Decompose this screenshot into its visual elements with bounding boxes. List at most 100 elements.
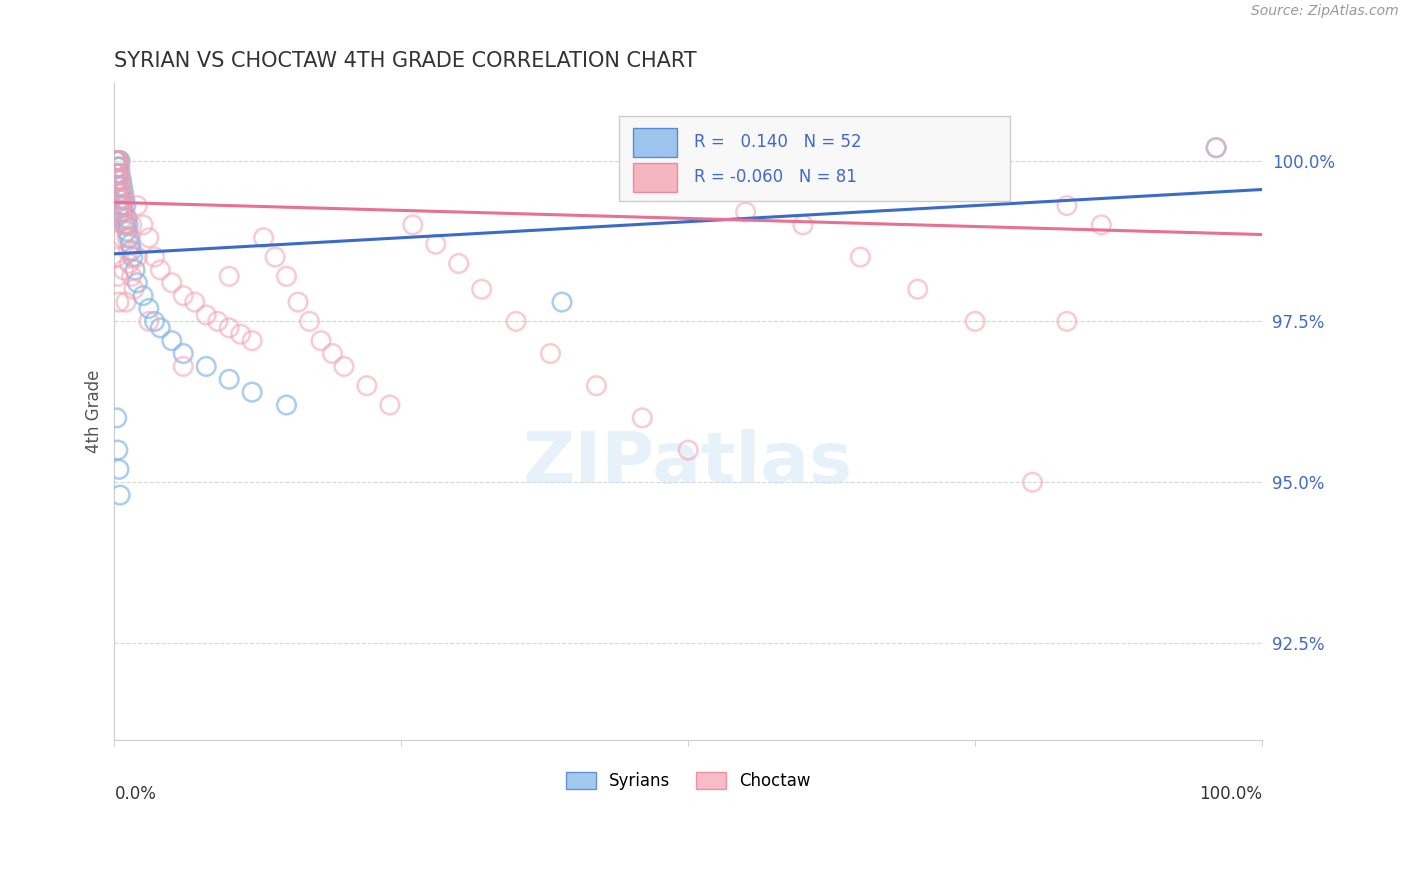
Point (107, 160, 129, 174)
Point (111, 179, 134, 194)
Point (108, 488, 131, 502)
Point (264, 250, 287, 264)
Point (540, 346, 562, 360)
Point (105, 166, 128, 180)
Point (108, 160, 131, 174)
Point (195, 308, 218, 322)
Point (114, 205, 136, 219)
Point (107, 153, 129, 168)
Point (1021, 475, 1043, 490)
Point (108, 153, 131, 168)
Point (104, 166, 127, 180)
Point (121, 250, 143, 264)
Point (108, 295, 131, 310)
FancyBboxPatch shape (620, 116, 1010, 202)
Point (676, 443, 699, 458)
Point (110, 173, 132, 187)
Point (1090, 218, 1112, 232)
Point (127, 250, 149, 264)
Point (105, 153, 128, 168)
Point (110, 205, 132, 219)
Point (551, 295, 574, 310)
Point (309, 334, 332, 348)
Point (110, 173, 132, 187)
Point (792, 218, 814, 232)
Point (252, 231, 274, 245)
Point (132, 288, 155, 302)
Text: ZIPatlas: ZIPatlas (523, 429, 853, 499)
Point (218, 372, 240, 386)
Point (110, 198, 132, 212)
Point (115, 224, 138, 238)
Point (112, 263, 135, 277)
Text: R = -0.060   N = 81: R = -0.060 N = 81 (695, 168, 856, 186)
Point (111, 186, 134, 200)
Point (108, 179, 131, 194)
Point (160, 276, 183, 290)
Point (122, 282, 145, 296)
Point (172, 346, 194, 360)
Point (124, 263, 146, 277)
Point (138, 301, 160, 316)
Point (105, 153, 128, 168)
Point (110, 198, 132, 212)
Legend: Syrians, Choctaw: Syrians, Choctaw (560, 765, 817, 797)
Point (108, 192, 131, 206)
Point (356, 378, 378, 392)
Point (108, 173, 131, 187)
Point (111, 211, 134, 226)
Point (117, 218, 139, 232)
Y-axis label: 4th Grade: 4th Grade (86, 370, 103, 453)
Point (110, 192, 132, 206)
Point (115, 211, 138, 226)
Point (108, 186, 131, 200)
Point (107, 153, 129, 168)
Point (105, 153, 128, 168)
Point (115, 231, 138, 245)
Point (447, 256, 470, 270)
Point (112, 186, 135, 200)
Point (149, 263, 172, 277)
Point (107, 269, 129, 284)
Point (127, 198, 149, 212)
Point (505, 314, 527, 328)
Point (425, 237, 447, 252)
Point (105, 186, 128, 200)
Point (207, 314, 229, 328)
Text: R =   0.140   N = 52: R = 0.140 N = 52 (695, 133, 862, 151)
Point (121, 269, 143, 284)
Point (115, 295, 138, 310)
Point (115, 218, 138, 232)
Point (195, 359, 218, 374)
Point (121, 244, 143, 258)
Point (108, 153, 131, 168)
Point (143, 250, 166, 264)
Text: 100.0%: 100.0% (1199, 786, 1263, 804)
Point (108, 160, 131, 174)
Point (276, 398, 298, 412)
Point (240, 334, 263, 348)
Point (121, 218, 143, 232)
Point (114, 218, 136, 232)
Point (115, 198, 138, 212)
Point (849, 250, 872, 264)
Point (115, 218, 138, 232)
Point (138, 314, 160, 328)
Point (107, 186, 129, 200)
Point (172, 359, 194, 374)
Point (143, 314, 166, 328)
Point (120, 237, 142, 252)
Point (127, 276, 149, 290)
Point (240, 385, 263, 400)
Point (107, 166, 129, 180)
Point (112, 192, 135, 206)
Point (108, 462, 131, 476)
Point (118, 231, 141, 245)
Point (276, 269, 298, 284)
Point (108, 179, 131, 194)
Point (1056, 198, 1078, 212)
Point (907, 282, 929, 296)
Point (1056, 314, 1078, 328)
Point (631, 410, 654, 425)
Point (107, 166, 129, 180)
